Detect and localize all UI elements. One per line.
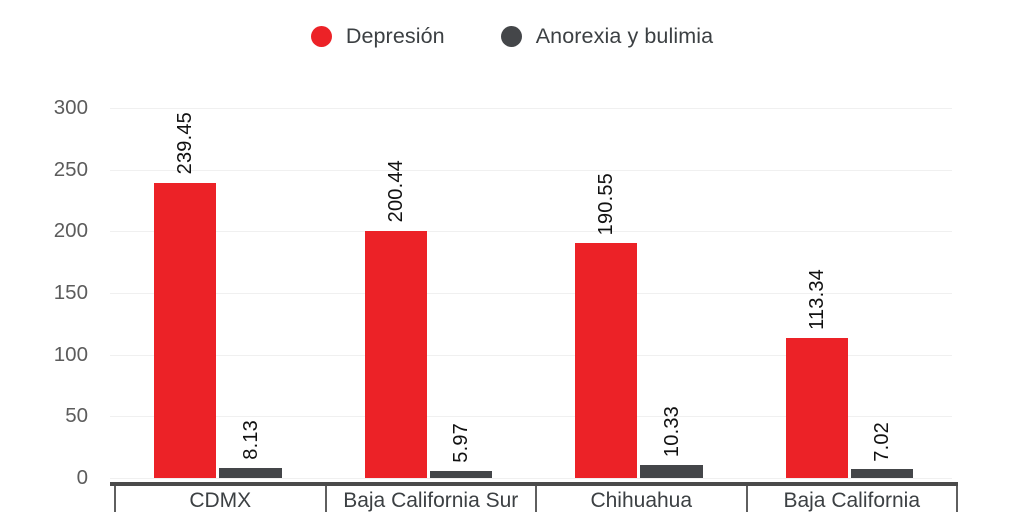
bar-group-baja-california: 113.34 7.02 [742,108,953,478]
y-axis-tick-250: 250 [53,157,88,181]
x-axis-category-baja-california: Baja California [748,486,957,512]
x-axis-category-baja-california-sur: Baja California Sur [327,486,537,512]
y-axis-tick-0: 0 [76,466,88,489]
bar-value-depresion-cdmx: 239.45 [174,112,197,175]
bar-value-depresion-baja-california: 113.34 [805,269,828,331]
circle-marker-icon [310,26,332,47]
y-axis-labels: 300 250 200 150 100 50 0 [0,96,100,489]
bar-value-anorexia-cdmx: 8.13 [239,420,262,460]
bar-value-anorexia-chihuahua: 10.33 [660,406,683,458]
y-axis-tick-50: 50 [65,404,88,428]
legend-label-anorexia-y-bulimia: Anorexia y bulimia [535,24,714,48]
x-axis-category-table: CDMX Baja California Sur Chihuahua Baja … [114,486,958,512]
x-axis-line [110,482,958,486]
gridline-150 [110,293,952,294]
bar-group-chihuahua: 190.55 10.33 [531,108,742,478]
x-axis-category-cdmx: CDMX [116,486,327,512]
bar-anorexia-baja-california-sur[interactable]: 5.97 [429,423,493,478]
plot-area [110,108,952,479]
y-axis-tick-150: 150 [53,281,88,304]
y-axis-tick-100: 100 [53,342,88,366]
bar-anorexia-chihuahua[interactable]: 10.33 [640,406,703,478]
x-axis-label-baja-california-sur: Baja California Sur [343,489,519,512]
gridline-100 [110,354,952,356]
y-axis-tick-200: 200 [53,219,88,243]
bar-depresion-baja-california[interactable]: 113.34 [785,269,848,478]
x-axis-label-baja-california: Baja California [783,489,921,512]
bar-value-anorexia-baja-california-sur: 5.97 [450,422,472,463]
y-axis-tick-300: 300 [53,96,88,119]
bar-value-anorexia-baja-california: 7.02 [871,421,893,462]
bar-value-depresion-baja-california-sur: 200.44 [384,160,407,223]
gridline-250 [110,169,952,171]
gridline-300 [110,108,952,109]
bar-depresion-chihuahua[interactable]: 190.55 [575,173,638,478]
legend-item-anorexia-y-bulimia[interactable]: Anorexia y bulimia [500,24,714,49]
x-axis-label-cdmx: CDMX [189,489,252,512]
bar-group-baja-california-sur: 200.44 5.97 [321,108,532,478]
gridline-200 [110,231,952,233]
bar-value-depresion-chihuahua: 190.55 [595,172,618,235]
gridline-0 [110,478,952,479]
bar-anorexia-baja-california[interactable]: 7.02 [850,422,914,478]
bar-group-cdmx: 239.45 8.13 [110,108,321,478]
legend-item-depresion[interactable]: Depresión [310,24,445,49]
gridline-50 [110,416,952,418]
bar-depresion-cdmx[interactable]: 239.45 [154,112,217,478]
x-axis-label-chihuahua: Chihuahua [590,489,693,512]
bar-groups: 239.45 8.13 200.44 5.97 [110,108,952,478]
chart-legend: Depresión Anorexia y bulimia [0,24,1024,49]
circle-marker-icon [500,26,522,47]
bar-anorexia-cdmx[interactable]: 8.13 [219,420,282,478]
bar-depresion-baja-california-sur[interactable]: 200.44 [364,160,427,478]
legend-label-depresion: Depresión [345,24,445,48]
x-axis-category-chihuahua: Chihuahua [537,486,748,512]
